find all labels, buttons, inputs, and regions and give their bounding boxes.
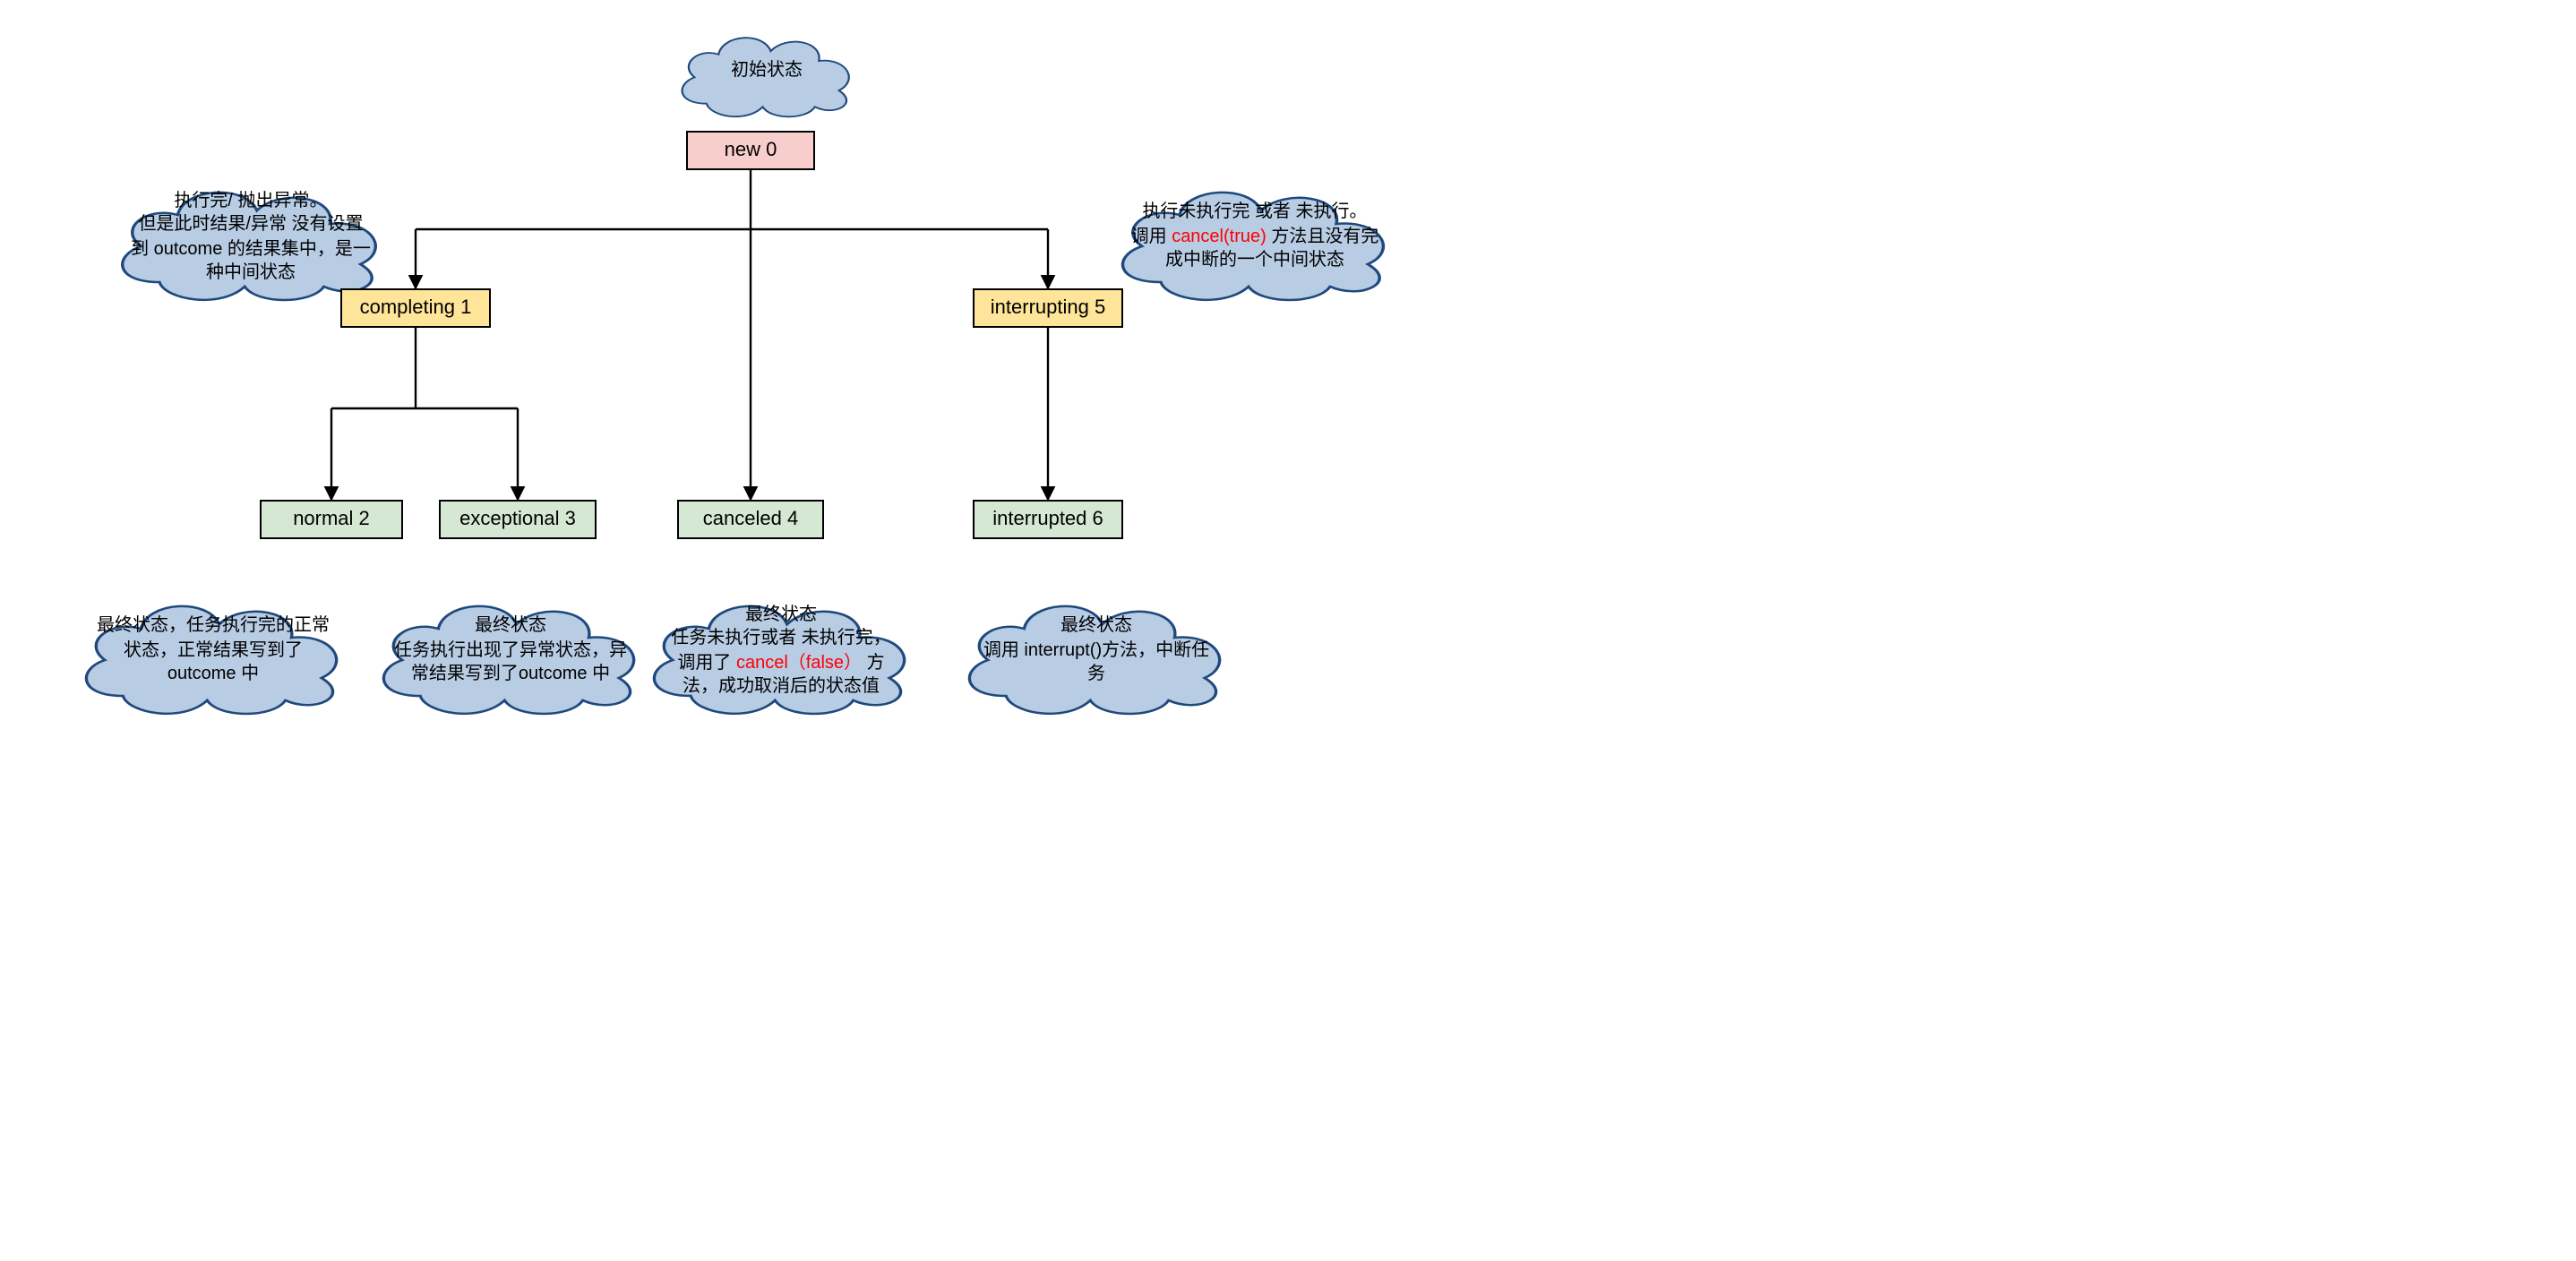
state-canceled: canceled 4 <box>677 500 824 539</box>
state-label: interrupted 6 <box>992 509 1103 530</box>
annotation-text: 执行未执行完 或者 未执行。调用 cancel(true) 方法且没有完成中断的… <box>1098 170 1412 305</box>
state-label: canceled 4 <box>703 509 798 530</box>
state-exceptional: exceptional 3 <box>439 500 597 539</box>
annotation-completing: 执行完/ 抛出异常。但是此时结果/异常 没有设置到 outcome 的结果集中，… <box>99 170 403 305</box>
state-label: exceptional 3 <box>459 509 576 530</box>
state-new: new 0 <box>686 131 815 170</box>
annotation-normal: 最终状态，任务执行完的正常状态，正常结果写到了outcome 中 <box>63 584 364 718</box>
state-label: new 0 <box>725 140 777 161</box>
state-completing: completing 1 <box>340 288 491 328</box>
annotation-exceptional: 最终状态任务执行出现了异常状态，异常结果写到了outcome 中 <box>360 584 661 718</box>
state-normal: normal 2 <box>260 500 403 539</box>
annotation-text: 执行完/ 抛出异常。但是此时结果/异常 没有设置到 outcome 的结果集中，… <box>99 170 403 305</box>
annotation-interrupted: 最终状态调用 interrupt()方法，中断任务 <box>946 584 1247 718</box>
state-label: completing 1 <box>360 297 472 319</box>
state-label: interrupting 5 <box>991 297 1105 319</box>
state-label: normal 2 <box>293 509 370 530</box>
state-interrupting: interrupting 5 <box>973 288 1123 328</box>
diagram-canvas: 初始状态 new 0 执行完/ 抛出异常。但是此时结果/异常 没有设置到 outc… <box>0 0 2576 1261</box>
annotation-text: 最终状态调用 interrupt()方法，中断任务 <box>946 584 1247 718</box>
annotation-text: 最终状态任务未执行或者 未执行完，调用了 cancel（false） 方法，成功… <box>631 584 932 718</box>
annotation-canceled: 最终状态任务未执行或者 未执行完，调用了 cancel（false） 方法，成功… <box>631 584 932 718</box>
annotation-text: 最终状态任务执行出现了异常状态，异常结果写到了outcome 中 <box>360 584 661 718</box>
annotation-initial: 初始状态 <box>666 21 867 120</box>
annotation-text: 最终状态，任务执行完的正常状态，正常结果写到了outcome 中 <box>63 584 364 718</box>
annotation-text: 初始状态 <box>666 21 867 120</box>
annotation-interrupting: 执行未执行完 或者 未执行。调用 cancel(true) 方法且没有完成中断的… <box>1098 170 1412 305</box>
state-interrupted: interrupted 6 <box>973 500 1123 539</box>
